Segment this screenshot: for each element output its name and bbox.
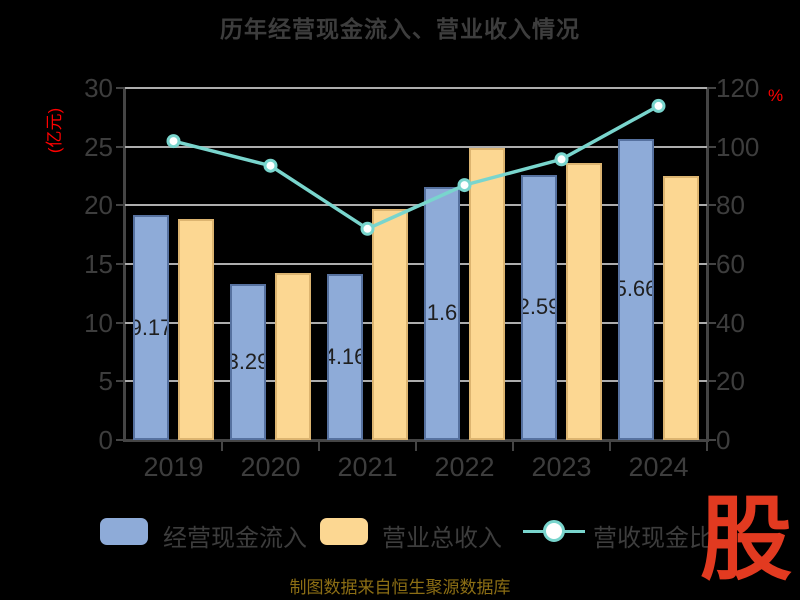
gridline <box>125 321 707 324</box>
bar-value-label: 3.29 <box>232 349 264 375</box>
left-axis-tick <box>116 263 125 265</box>
left-y-tick-label: 15 <box>84 249 113 279</box>
cash-inflow-bar-2020[interactable]: 3.29 <box>230 284 266 440</box>
total-revenue-bar-2021[interactable] <box>372 208 408 440</box>
cash-ratio-marker-2024[interactable] <box>651 98 666 113</box>
cash-inflow-bar-2022[interactable]: 1.6 <box>424 186 460 440</box>
data-source-note: 制图数据来自恒生聚源数据库 <box>289 578 511 597</box>
right-y-tick-label: 20 <box>716 366 745 397</box>
left-axis-tick <box>116 87 125 89</box>
plot-area: 9.17 3.29 4.16 1.6 2.59 5.66 <box>125 87 707 440</box>
gridline <box>125 87 707 89</box>
cash-ratio-marker-2021[interactable] <box>360 221 375 236</box>
x-tick-label-2020: 2020 <box>240 452 301 482</box>
cash-ratio-line-series <box>166 98 666 236</box>
x-axis-tick <box>221 442 223 451</box>
right-y-tick-label: 100 <box>716 131 760 162</box>
x-axis-tick <box>512 442 514 451</box>
left-y-tick-label: 20 <box>84 190 113 221</box>
legend-label-cash-ratio[interactable]: 营收现金比 <box>593 525 713 552</box>
right-axis-unit-label: % <box>768 86 784 105</box>
x-tick-label-2022: 2022 <box>434 452 495 482</box>
left-y-tick-label: 0 <box>98 425 113 455</box>
bar-value-label: 4.16 <box>329 343 361 369</box>
bar-value-label: 2.59 <box>523 294 555 320</box>
x-tick-label-2023: 2023 <box>531 452 592 482</box>
chart-title: 历年经营现金流入、营业收入情况 <box>220 16 580 42</box>
left-axis-tick <box>116 321 125 324</box>
total-revenue-bar-2019[interactable] <box>178 219 214 440</box>
x-tick-label-2024: 2024 <box>628 452 689 482</box>
legend-swatch-total-revenue[interactable] <box>320 518 368 545</box>
left-y-tick-label: 25 <box>84 131 113 162</box>
left-axis-tick <box>116 380 125 383</box>
cash-ratio-marker-2019[interactable] <box>166 134 181 149</box>
legend-label-cash-inflow[interactable]: 经营现金流入 <box>163 525 307 552</box>
right-axis-tick <box>707 321 716 324</box>
left-y-tick-label: 5 <box>98 366 113 397</box>
x-axis-tick <box>706 442 708 451</box>
left-y-tick-label: 30 <box>84 73 113 103</box>
right-axis-tick <box>707 439 716 441</box>
left-axis-tick <box>116 204 125 207</box>
right-y-tick-label: 40 <box>716 307 745 338</box>
x-axis-tick <box>609 442 611 451</box>
right-axis-tick <box>707 87 716 89</box>
right-y-tick-label: 0 <box>716 425 731 455</box>
stock-logo: 股 <box>699 489 792 591</box>
right-axis-tick <box>707 380 716 383</box>
left-y-tick-label: 10 <box>84 307 113 338</box>
gridline <box>125 263 707 265</box>
cash-ratio-marker-2022[interactable] <box>457 178 472 193</box>
left-axis-tick <box>116 439 125 441</box>
total-revenue-bar-2024[interactable] <box>663 176 699 440</box>
total-revenue-bar-2020[interactable] <box>275 273 311 440</box>
left-y-axis-line <box>123 88 126 442</box>
gridline <box>125 145 707 148</box>
bar-value-label: 5.66 <box>620 276 652 302</box>
bar-value-label: 1.6 <box>426 300 458 326</box>
legend-swatch-cash-inflow[interactable] <box>100 518 148 545</box>
total-revenue-bar-2023[interactable] <box>566 163 602 440</box>
legend-line-marker-icon[interactable] <box>543 520 565 542</box>
legend: 经营现金流入 营业总收入 营收现金比 <box>0 515 800 552</box>
right-y-tick-label: 120 <box>716 73 760 103</box>
x-axis-tick <box>318 442 320 451</box>
left-axis-tick <box>116 145 125 148</box>
x-axis-line <box>123 439 709 442</box>
right-axis-tick <box>707 263 716 265</box>
total-revenue-bar-2022[interactable] <box>469 147 505 440</box>
cash-ratio-marker-2020[interactable] <box>263 158 278 173</box>
cash-ratio-marker-2023[interactable] <box>554 152 569 167</box>
right-axis-tick <box>707 145 716 148</box>
legend-label-total-revenue[interactable]: 营业总收入 <box>382 525 502 552</box>
x-axis-tick <box>415 442 417 451</box>
right-y-axis-line <box>706 88 709 442</box>
cash-inflow-bar-2024[interactable]: 5.66 <box>618 138 654 440</box>
cash-inflow-bar-2023[interactable]: 2.59 <box>521 174 557 440</box>
right-y-tick-label: 80 <box>716 190 745 221</box>
cash-inflow-bar-2019[interactable]: 9.17 <box>133 215 169 440</box>
cash-ratio-line <box>173 104 660 231</box>
right-y-tick-label: 60 <box>716 249 745 279</box>
x-tick-label-2019: 2019 <box>143 452 204 482</box>
gridline <box>125 380 707 383</box>
right-axis-tick <box>707 204 716 207</box>
cash-inflow-bar-2021[interactable]: 4.16 <box>327 273 363 440</box>
bar-value-label: 9.17 <box>135 314 167 340</box>
x-tick-label-2021: 2021 <box>337 452 398 482</box>
